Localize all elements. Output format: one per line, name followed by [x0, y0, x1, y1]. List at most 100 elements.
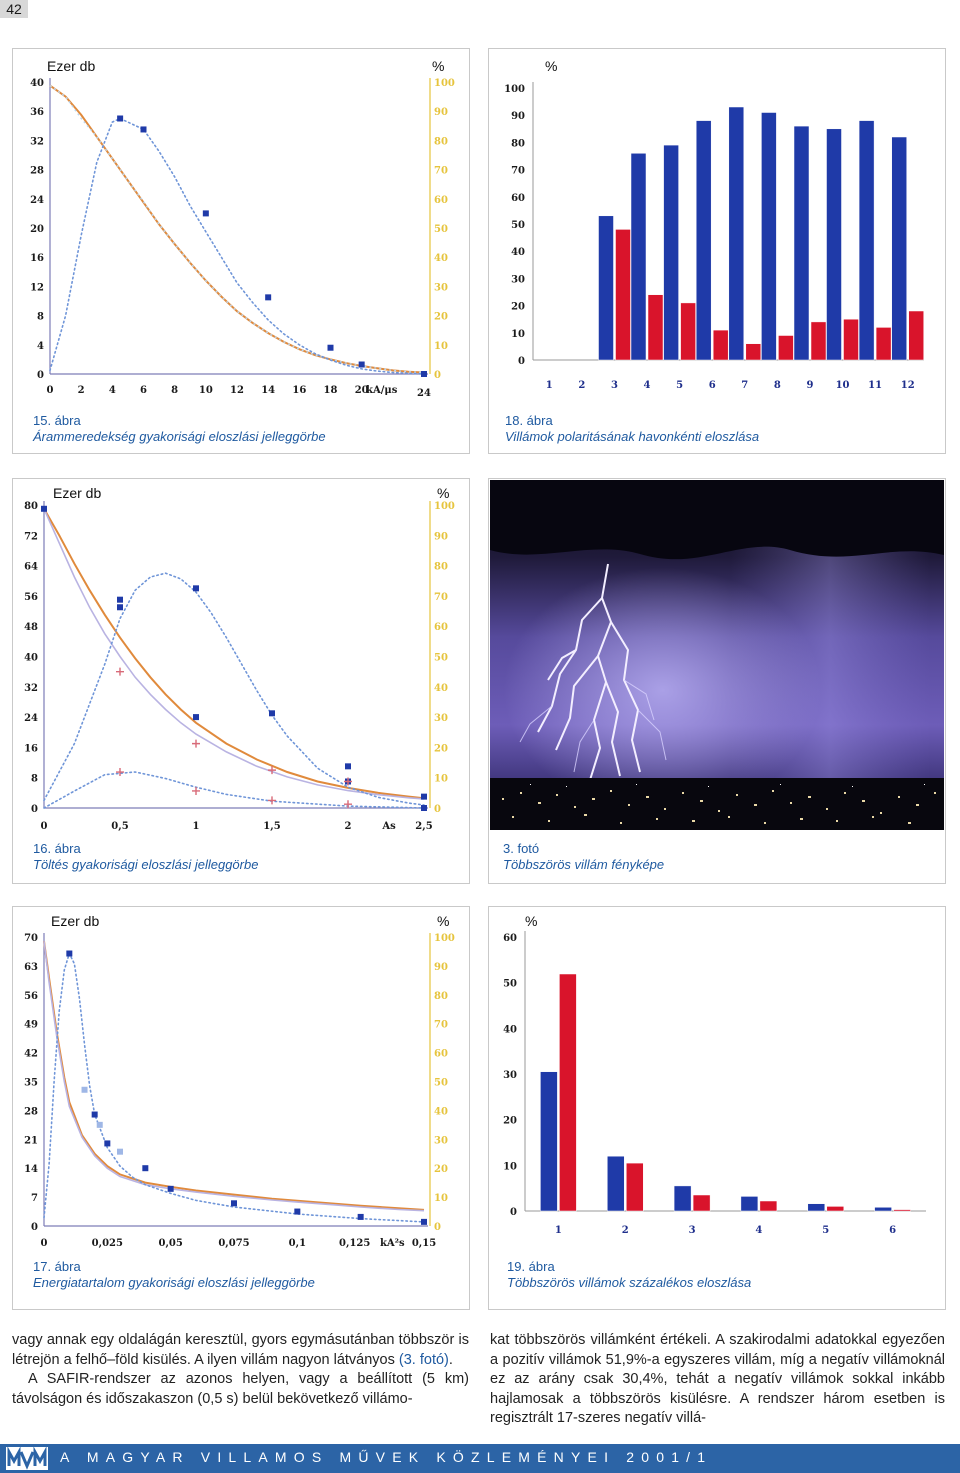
- x-tick-label: 0,15: [412, 1238, 436, 1249]
- y-tick-label-left: 21: [24, 1135, 38, 1146]
- y-tick-label-left: 64: [24, 562, 38, 573]
- red-bar: [826, 1206, 845, 1212]
- x-tick-label: 3: [689, 1225, 696, 1236]
- y-tick-label-right: 20: [434, 1164, 448, 1175]
- blue-square-marker: [117, 115, 124, 122]
- x-tick-label: 6: [709, 380, 716, 391]
- y-tick-label: 30: [503, 1070, 517, 1081]
- blue-dotted-series: [49, 117, 425, 375]
- blue-square-marker: [358, 361, 365, 368]
- x-unit-label: kA²s: [380, 1238, 405, 1249]
- y-tick-label: 80: [511, 138, 525, 149]
- page-number: 42: [0, 0, 28, 18]
- y-tick-label-right: 40: [434, 683, 448, 694]
- body-left-column: vagy annak egy oldalágán keresztül, gyor…: [12, 1331, 469, 1409]
- footer-text: A MAGYAR VILLAMOS MŰVEK KÖZLEMÉNYEI 2001…: [60, 1449, 713, 1465]
- y-tick-label-right: 90: [434, 531, 448, 542]
- footer-bar: A MAGYAR VILLAMOS MŰVEK KÖZLEMÉNYEI 2001…: [0, 1444, 960, 1473]
- fig15-right-unit: %: [432, 58, 445, 74]
- x-tick-label: 2: [78, 385, 85, 396]
- x-tick-label: 0,075: [218, 1238, 249, 1249]
- fig19-caption: 19. ábra Többszörös villámok százalékos …: [507, 1259, 751, 1291]
- y-tick-label-left: 24: [24, 713, 38, 724]
- blue-square-marker: [269, 710, 275, 717]
- y-tick-label-left: 48: [24, 622, 38, 633]
- y-tick-label-left: 56: [24, 592, 38, 603]
- fig15-left-unit: Ezer db: [47, 58, 96, 74]
- body-left-paragraph-2: A SAFIR-rendszer az azonos helyen, vagy …: [12, 1371, 469, 1407]
- blue-square-marker: [193, 585, 199, 592]
- x-tick-label: 4: [644, 380, 651, 391]
- blue-square-marker: [167, 1185, 174, 1192]
- pale-square-marker: [117, 1148, 123, 1155]
- x-tick-label: 3: [611, 380, 618, 391]
- y-tick-label-left: 7: [31, 1193, 38, 1204]
- y-tick-label-right: 50: [434, 653, 448, 664]
- orange-curve-series: [49, 84, 425, 374]
- blue-bar: [540, 1071, 558, 1212]
- y-tick-label-right: 70: [434, 592, 448, 603]
- y-tick-label-left: 14: [24, 1164, 38, 1175]
- blue-bar: [793, 125, 810, 361]
- blue-bar: [874, 1207, 892, 1212]
- blue-bar: [761, 112, 777, 361]
- figure-16-panel: Ezer db % 16. ábra Töltés gyakorisági el…: [12, 478, 470, 884]
- y-tick-label-left: 36: [30, 107, 44, 118]
- x-tick-label: 9: [806, 380, 813, 391]
- y-tick-label: 40: [511, 247, 525, 258]
- blue-dotted-series: [43, 951, 425, 1223]
- body-right-column: kat többszörös villámként értékeli. A sz…: [490, 1331, 945, 1429]
- x-tick-label: 0,025: [92, 1238, 123, 1249]
- red-plus-marker: [116, 768, 124, 777]
- blue-bar: [826, 128, 842, 361]
- x-tick-label: 2: [345, 821, 352, 832]
- red-plus-marker: [268, 766, 276, 775]
- x-tick-label: 1: [546, 380, 553, 391]
- fig19-chart: 0 10 20 30 40 50 60 1 2 3 4 5 6: [503, 931, 926, 1236]
- y-tick-label-left: 28: [30, 166, 44, 177]
- y-tick-label: 20: [511, 302, 525, 313]
- pale-curve-series: [43, 941, 425, 1212]
- y-tick-label-right: 0: [434, 370, 441, 381]
- red-bar: [680, 302, 696, 361]
- blue-square-marker: [117, 596, 123, 603]
- blue-square-marker: [294, 1208, 301, 1215]
- blue-square-marker: [66, 950, 73, 957]
- y-tick-label: 100: [504, 84, 525, 95]
- y-tick-label: 20: [503, 1116, 517, 1127]
- x-tick-label: 5: [676, 380, 683, 391]
- red-bar: [778, 335, 794, 361]
- red-plus-marker: [192, 739, 200, 748]
- red-bar: [908, 310, 924, 361]
- fig18-left-unit: %: [545, 58, 558, 74]
- y-tick-label-left: 80: [24, 501, 38, 512]
- y-tick-label-right: 0: [434, 804, 441, 815]
- y-tick-label-right: 90: [434, 962, 448, 973]
- photo3-caption: 3. fotó Többszörös villám fényképe: [503, 841, 664, 873]
- body-left-p1-text: vagy annak egy oldalágán keresztül, gyor…: [12, 1332, 469, 1368]
- y-tick-label: 10: [511, 329, 525, 340]
- x-tick-label: 10: [199, 385, 213, 396]
- fig16-right-unit: %: [437, 485, 450, 501]
- red-bar: [759, 1200, 778, 1212]
- y-tick-label-left: 20: [30, 224, 44, 235]
- fig18-label: 18. ábra: [505, 413, 553, 428]
- red-plus-marker: [344, 800, 352, 809]
- blue-square-marker: [265, 294, 272, 301]
- fig17-title: Energiatartalom gyakorisági eloszlási je…: [33, 1275, 315, 1290]
- fig16-caption: 16. ábra Töltés gyakorisági eloszlási je…: [33, 841, 258, 873]
- x-tick-label: 7: [741, 380, 748, 391]
- y-tick-label-right: 30: [434, 1135, 448, 1146]
- blue-bar: [663, 144, 679, 361]
- y-tick-label: 40: [503, 1024, 517, 1035]
- y-tick-label-right: 50: [434, 1078, 448, 1089]
- x-tick-label: 2: [622, 1225, 629, 1236]
- photo3-label: 3. fotó: [503, 841, 540, 856]
- blue-square-marker: [193, 714, 199, 721]
- fig18-title: Villámok polaritásának havonkénti eloszl…: [505, 429, 760, 444]
- x-tick-label: 0: [41, 821, 48, 832]
- red-bar: [692, 1194, 711, 1212]
- blue-square-marker: [357, 1213, 364, 1220]
- red-plus-marker: [116, 667, 124, 676]
- blue-bar: [858, 120, 875, 361]
